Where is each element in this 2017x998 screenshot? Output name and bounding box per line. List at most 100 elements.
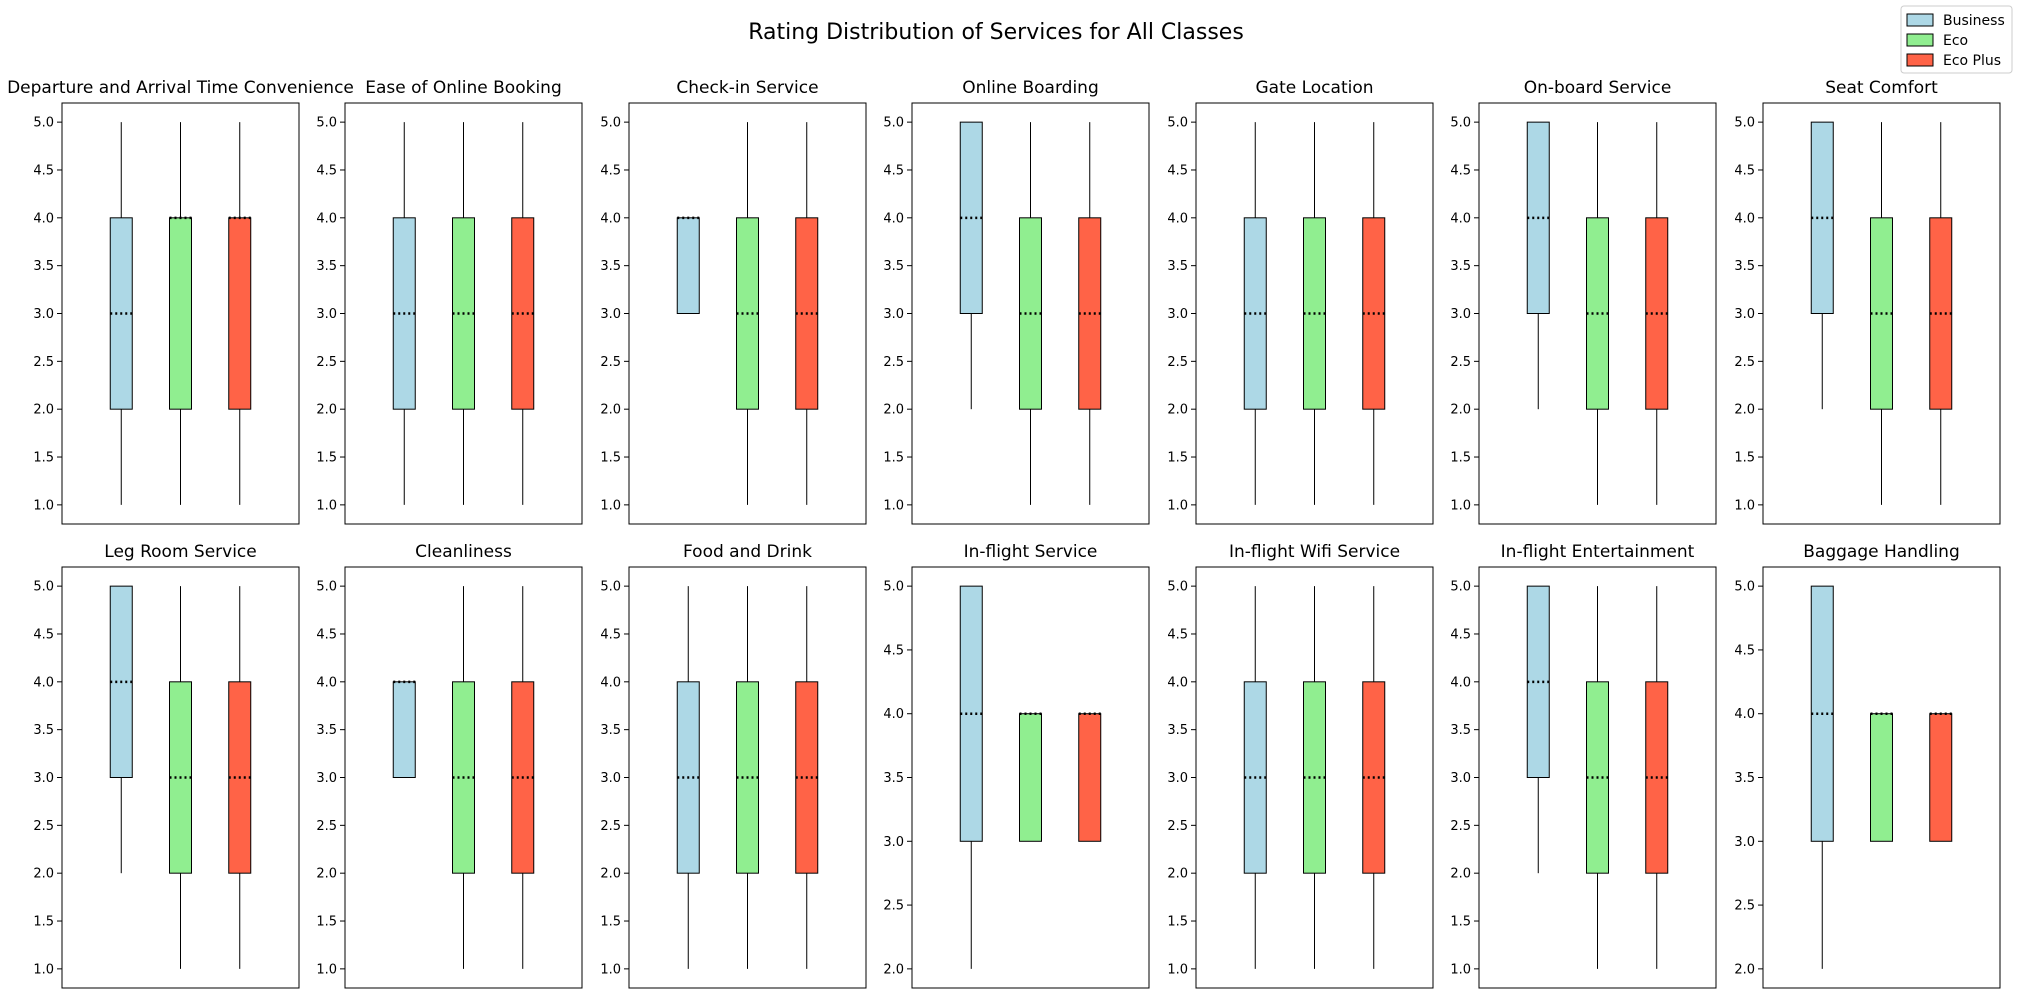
box-eco-plus [511,122,535,505]
y-tick-label: 4.0 [883,211,904,226]
legend-swatch-eco-plus [1906,53,1934,67]
box-eco [1870,712,1893,842]
y-tick-label: 4.0 [883,707,904,722]
y-tick-label: 2.0 [316,403,337,418]
y-tick-label: 3.5 [1734,771,1755,786]
y-tick-label: 3.5 [1450,259,1471,274]
box-business [959,121,983,410]
box-business [676,586,700,969]
y-tick-label: 2.5 [316,355,337,370]
y-tick-label: 5.0 [1450,116,1471,131]
y-tick-label: 1.0 [1450,962,1471,977]
panel-title: On-board Service [1524,78,1672,98]
y-tick-label: 2.5 [1450,819,1471,834]
y-tick-label: 4.5 [33,163,54,178]
panel-on-board-service: On-board Service 1.0 1.5 2.0 2.5 3.0 3.5 4.0 4.5… [1450,78,1717,525]
y-tick-label: 3.0 [1450,307,1471,322]
box-business [676,216,700,314]
box-eco [736,122,759,505]
y-tick-label: 2.5 [600,819,621,834]
panel-in-flight-wifi-service: In-flight Wifi Service 1.0 1.5 2.0 2.5 3.0 3.5… [1167,542,1434,989]
y-tick-label: 1.5 [600,915,621,930]
y-tick-label: 3.5 [883,771,904,786]
y-tick-label: 4.5 [1734,643,1755,658]
panel-ease-of-online-booking: Ease of Online Booking 1.0 1.5 2.0 2.5 3.0 3.5… [316,78,583,525]
legend-swatch-business [1906,13,1934,27]
y-tick-label: 4.5 [1167,627,1188,642]
y-tick-label: 1.5 [316,451,337,466]
y-tick-label: 2.0 [1167,403,1188,418]
box-eco-plus [1078,122,1102,505]
y-tick-label: 4.0 [1450,675,1471,690]
y-tick-label: 2.5 [1734,355,1755,370]
y-tick-label: 2.0 [1734,962,1755,977]
y-tick-label: 1.0 [1167,962,1188,977]
box-eco-plus [1929,712,1953,842]
y-tick-label: 2.0 [883,962,904,977]
y-tick-label: 3.0 [1734,307,1755,322]
y-tick-label: 1.0 [316,498,337,513]
y-tick-label: 4.0 [600,211,621,226]
y-tick-label: 3.5 [33,259,54,274]
y-tick-label: 2.5 [33,819,54,834]
y-tick-label: 2.0 [1450,403,1471,418]
box-eco-plus [1078,712,1102,842]
iqr-box [392,681,416,778]
y-tick-label: 3.0 [33,307,54,322]
y-tick-label: 1.5 [316,915,337,930]
y-tick-label: 3.5 [316,723,337,738]
panel-gate-location: Gate Location 1.0 1.5 2.0 2.5 3.0 3.5 4.0 4.5 5.0 [1167,78,1434,525]
y-tick-label: 3.0 [600,771,621,786]
box-business [959,585,983,969]
box-eco [1870,122,1893,505]
iqr-box [169,217,192,410]
y-tick-label: 1.5 [1167,915,1188,930]
y-tick-label: 3.5 [316,259,337,274]
panel-title: Leg Room Service [104,542,256,562]
y-tick-label: 1.0 [600,498,621,513]
y-tick-label: 3.0 [1167,307,1188,322]
y-tick-label: 5.0 [1167,580,1188,595]
box-eco [1303,586,1326,969]
y-tick-label: 3.0 [1450,771,1471,786]
y-tick-label: 5.0 [316,580,337,595]
y-tick-label: 5.0 [316,116,337,131]
y-tick-label: 1.0 [33,498,54,513]
figure-title: Rating Distribution of Services for All … [748,20,1244,45]
chart-panels: Departure and Arrival Time Convenience 1.… [7,78,2001,989]
y-tick-label: 5.0 [1167,116,1188,131]
y-tick-label: 4.5 [316,627,337,642]
box-business [1810,121,1834,410]
y-tick-label: 2.5 [600,355,621,370]
panel-title: In-flight Service [964,542,1098,562]
panel-title: In-flight Wifi Service [1229,542,1400,562]
y-tick-label: 2.5 [316,819,337,834]
y-tick-label: 1.0 [33,962,54,977]
box-business [392,680,416,778]
y-tick-label: 2.5 [1450,355,1471,370]
panel-food-and-drink: Food and Drink 1.0 1.5 2.0 2.5 3.0 3.5 4.0 4.5 5.… [600,542,867,989]
y-tick-label: 4.5 [883,163,904,178]
y-tick-label: 5.0 [1450,580,1471,595]
box-eco-plus [795,586,819,969]
iqr-box [1078,713,1102,842]
panel-check-in-service: Check-in Service 1.0 1.5 2.0 2.5 3.0 3.5 4.0 4.5… [600,78,867,525]
y-tick-label: 1.0 [316,962,337,977]
y-tick-label: 1.5 [33,451,54,466]
y-tick-label: 1.0 [1450,498,1471,513]
y-tick-label: 3.5 [33,723,54,738]
y-tick-label: 4.5 [1167,163,1188,178]
panel-title: Food and Drink [683,542,812,562]
box-eco [169,122,192,505]
panel-title: Gate Location [1255,78,1373,98]
y-tick-label: 2.5 [33,355,54,370]
box-business [109,122,133,505]
y-tick-label: 4.0 [1734,211,1755,226]
y-tick-label: 2.0 [316,867,337,882]
y-tick-label: 4.5 [316,163,337,178]
box-eco-plus [511,586,535,969]
box-eco-plus [1362,122,1386,505]
box-eco-plus [1645,122,1669,505]
y-tick-label: 5.0 [33,116,54,131]
y-tick-label: 3.5 [1167,259,1188,274]
